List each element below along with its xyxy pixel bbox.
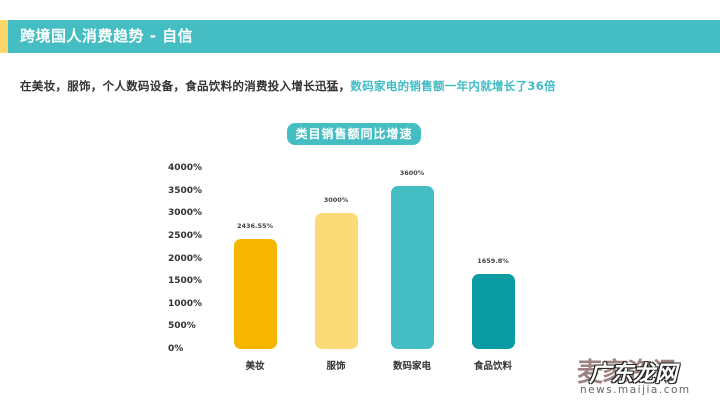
y-tick-label: 3000%	[168, 208, 203, 219]
bar-value-label: 1659.8%	[477, 256, 509, 265]
header-bar	[0, 20, 720, 53]
watermark-back-text: 麦家资讯	[577, 358, 678, 388]
watermark-url: news.maijia.com	[580, 384, 691, 396]
bar-2	[390, 186, 434, 349]
header-accent	[0, 20, 8, 53]
bar-3	[471, 273, 515, 349]
page-title: 跨境国人消费趋势 - 自信	[20, 27, 194, 45]
y-tick-label: 2000%	[168, 253, 203, 264]
watermark-front-text: 广东龙网	[589, 362, 678, 387]
intro-text: 在美妆，服饰，个人数码设备，食品饮料的消费投入增长迅猛，数码家电的销售额一年内就…	[20, 78, 556, 94]
watermark: 麦家资讯 广东龙网 news.maijia.com	[577, 352, 720, 397]
y-tick-label: 500%	[168, 321, 196, 332]
intro-plain: 在美妆，服饰，个人数码设备，食品饮料的消费投入增长迅猛，	[20, 79, 351, 93]
y-tick-label: 2500%	[168, 230, 203, 241]
x-category-label: 美妆	[245, 361, 265, 372]
x-category-label: 数码家电	[392, 361, 431, 372]
chart-title: 类目销售额同比增速	[287, 123, 421, 145]
y-tick-label: 3500%	[168, 185, 203, 196]
bar-value-label: 3600%	[399, 169, 425, 178]
x-category-label: 食品饮料	[473, 361, 512, 372]
y-tick-label: 0%	[168, 344, 184, 354]
y-tick-label: 4000%	[168, 163, 203, 173]
x-category-label: 服饰	[326, 361, 346, 372]
y-tick-label: 1500%	[168, 276, 203, 287]
bar-value-label: 3000%	[323, 196, 349, 205]
bar-0	[233, 238, 277, 349]
bar-1	[314, 213, 358, 349]
bar-value-label: 2436.55%	[236, 221, 274, 230]
y-tick-label: 1000%	[168, 298, 203, 309]
intro-highlight: 数码家电的销售额一年内就增长了36倍	[350, 79, 556, 93]
